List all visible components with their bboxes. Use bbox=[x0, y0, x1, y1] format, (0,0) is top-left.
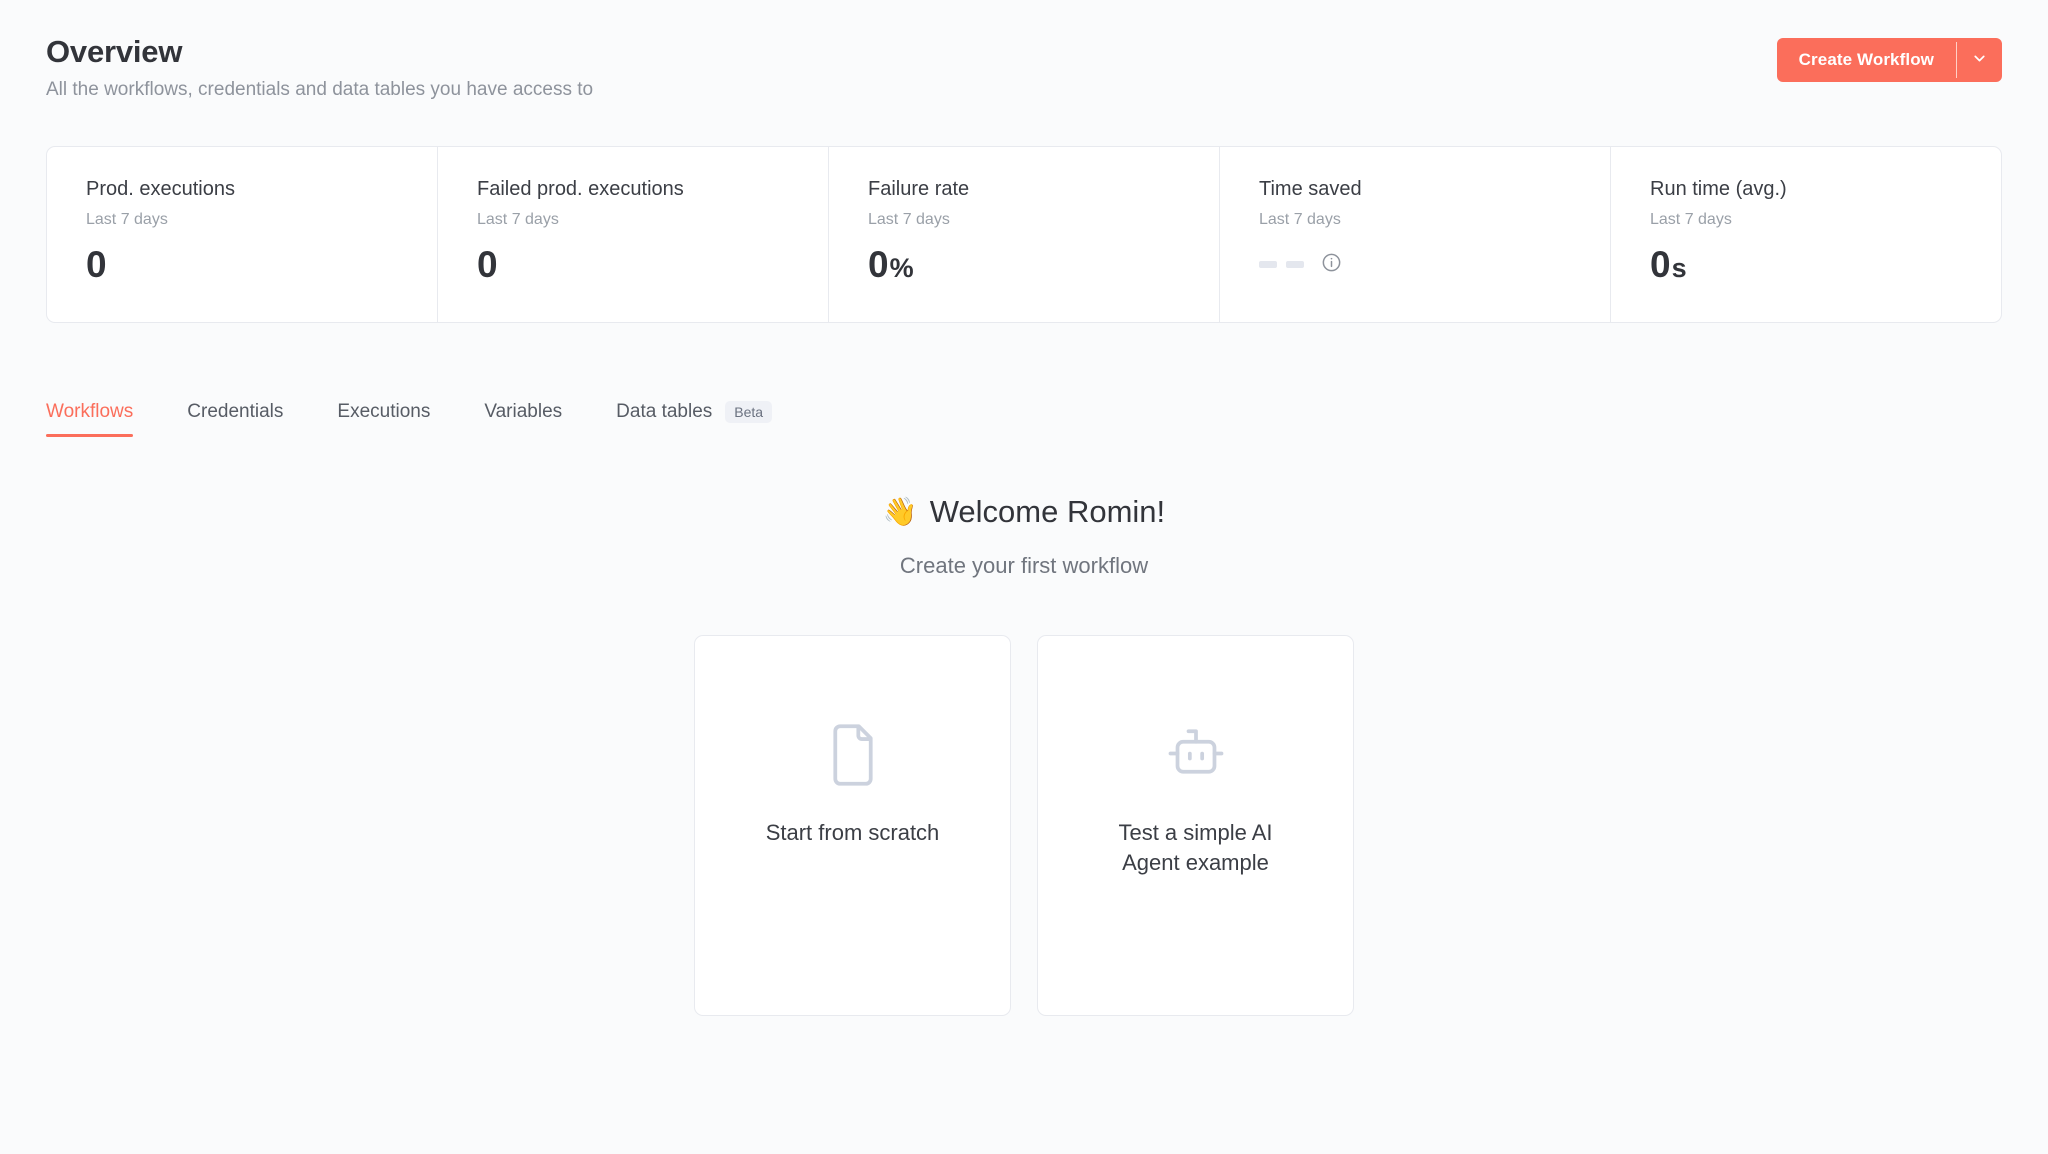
stat-value-number: 0 bbox=[86, 243, 107, 285]
tab-label: Workflows bbox=[46, 401, 134, 423]
tab-variables[interactable]: Variables bbox=[457, 401, 589, 437]
stat-name: Time saved bbox=[1259, 178, 1362, 201]
tab-label: Credentials bbox=[187, 401, 284, 423]
stat-value-number: 0 bbox=[1650, 243, 1671, 285]
workflows-empty-state: 👋 Welcome Romin! Create your first workf… bbox=[46, 493, 2002, 1017]
tab-executions[interactable]: Executions bbox=[310, 401, 457, 437]
stat-name: Failure rate bbox=[868, 178, 970, 201]
tab-credentials[interactable]: Credentials bbox=[160, 401, 310, 437]
stat-value-unit: % bbox=[889, 252, 914, 283]
page-subtitle: All the workflows, credentials and data … bbox=[46, 78, 594, 100]
welcome-title-text: Welcome Romin! bbox=[929, 494, 1166, 530]
stat-time-saved: Time saved Last 7 days bbox=[1219, 147, 1610, 323]
stat-value: 0 s bbox=[1650, 243, 2001, 286]
create-workflow-button[interactable]: Create Workflow bbox=[1777, 38, 1956, 82]
page-title: Overview bbox=[46, 34, 183, 69]
file-document-icon bbox=[826, 724, 880, 786]
stat-period: Last 7 days bbox=[477, 211, 559, 229]
header-text-block: Overview All the workflows, credentials … bbox=[46, 34, 593, 101]
robot-icon bbox=[1163, 724, 1229, 786]
stat-period: Last 7 days bbox=[1259, 211, 1341, 229]
tab-label: Executions bbox=[337, 401, 431, 423]
stat-value-number: 0 bbox=[477, 243, 498, 285]
create-workflow-button-group[interactable]: Create Workflow bbox=[1776, 38, 2002, 82]
info-circle-icon[interactable] bbox=[1321, 252, 1342, 278]
resource-tabs: Workflows Credentials Executions Variabl… bbox=[46, 401, 2002, 438]
stat-value-number: 0 bbox=[868, 243, 889, 285]
button-divider bbox=[1956, 42, 1957, 78]
stats-summary-card: Prod. executions Last 7 days 0 Failed pr… bbox=[46, 146, 2002, 324]
empty-value-dashes bbox=[1259, 261, 1304, 269]
stat-failed-prod-executions: Failed prod. executions Last 7 days 0 bbox=[437, 147, 828, 323]
stat-value: 0 bbox=[477, 243, 828, 286]
action-card-label: Test a simple AI Agent example bbox=[1118, 820, 1273, 875]
waving-hand-icon: 👋 bbox=[882, 496, 918, 528]
welcome-heading: 👋 Welcome Romin! bbox=[883, 493, 1165, 530]
stat-value: 0 % bbox=[868, 243, 1219, 286]
welcome-subtitle: Create your first workflow bbox=[899, 552, 1149, 578]
stat-value-unit: s bbox=[1671, 252, 1687, 283]
dash-mark bbox=[1286, 261, 1304, 269]
start-from-scratch-card[interactable]: Start from scratch bbox=[694, 635, 1011, 1017]
stat-period: Last 7 days bbox=[1650, 211, 1732, 229]
dash-mark bbox=[1259, 261, 1277, 269]
status-badge: Beta bbox=[725, 401, 773, 424]
chevron-down-icon bbox=[1971, 50, 1988, 70]
create-workflow-dropdown-button[interactable] bbox=[1957, 38, 2002, 82]
stat-value-placeholder bbox=[1259, 252, 1610, 278]
tab-workflows[interactable]: Workflows bbox=[46, 401, 160, 438]
page-header: Overview All the workflows, credentials … bbox=[46, 0, 2002, 101]
test-ai-agent-example-card[interactable]: Test a simple AI Agent example bbox=[1037, 635, 1354, 1017]
stat-run-time-avg: Run time (avg.) Last 7 days 0 s bbox=[1610, 147, 2001, 323]
stat-name: Prod. executions bbox=[86, 178, 235, 201]
stat-name: Run time (avg.) bbox=[1650, 178, 1787, 201]
stat-period: Last 7 days bbox=[86, 211, 168, 229]
tab-data-tables[interactable]: Data tables Beta bbox=[589, 401, 799, 437]
tab-label: Data tables bbox=[616, 401, 713, 423]
stat-name: Failed prod. executions bbox=[477, 178, 684, 201]
stat-prod-executions: Prod. executions Last 7 days 0 bbox=[47, 147, 437, 322]
tab-label: Variables bbox=[484, 401, 563, 423]
stat-value: 0 bbox=[86, 243, 437, 286]
stat-period: Last 7 days bbox=[868, 211, 950, 229]
action-card-list: Start from scratch Test a simple AI Agen… bbox=[694, 635, 1354, 1017]
stat-failure-rate: Failure rate Last 7 days 0 % bbox=[828, 147, 1219, 323]
action-card-label: Start from scratch bbox=[765, 820, 940, 846]
